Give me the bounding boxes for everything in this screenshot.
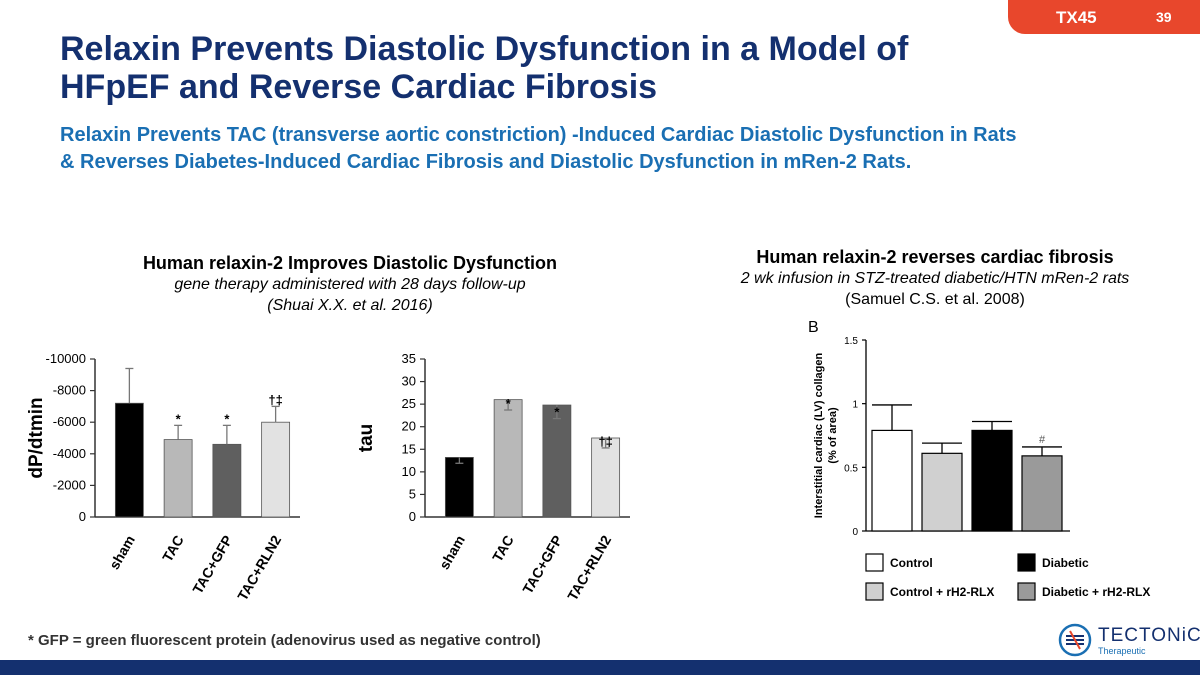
logo-mark-icon — [1058, 623, 1092, 657]
y-tick-label: 35 — [402, 351, 416, 366]
title-line-2: HFpEF and Reverse Cardiac Fibrosis — [60, 68, 658, 106]
bar-control-rh2-rlx — [921, 452, 963, 532]
badge-code: TX45 — [1056, 8, 1097, 27]
bottom-bar — [0, 660, 1200, 675]
y-tick-label: 0 — [852, 527, 858, 538]
legend-label: Control — [890, 556, 933, 570]
significance-marker: # — [1039, 434, 1046, 446]
y-axis-label-line-1: Interstitial cardiac (LV) collagen — [813, 352, 825, 518]
y-tick-label: 5 — [409, 486, 416, 501]
y-tick-label: 0 — [79, 509, 86, 524]
slide-title: Relaxin Prevents Diastolic Dysfunction i… — [60, 30, 960, 106]
bar-sham — [114, 402, 144, 518]
bar-TAC+RLN2 — [591, 437, 621, 518]
right-panel-reference: (Samuel C.S. et al. 2008) — [845, 291, 1025, 308]
right-panel-heading: Human relaxin-2 reverses cardiac fibrosi… — [690, 246, 1180, 310]
y-tick-label: -8000 — [53, 383, 86, 398]
bar-TAC+GFP — [542, 404, 572, 518]
company-logo: TECTONiC Therapeutic — [1058, 622, 1200, 658]
y-tick-label: -2000 — [53, 477, 86, 492]
left-panel-detail: gene therapy administered with 28 days f… — [174, 276, 526, 293]
bar-control — [871, 429, 913, 532]
x-tick-label: TAC+RLN2 — [564, 532, 614, 603]
y-tick-label: 10 — [402, 464, 416, 479]
panel-label: B — [808, 319, 819, 336]
significance-marker: * — [176, 411, 182, 426]
left-panel-heading: Human relaxin-2 Improves Diastolic Dysfu… — [100, 252, 600, 316]
y-axis-label: dP/dtmin — [26, 397, 47, 478]
subtitle-line-2: & Reverses Diabetes-Induced Cardiac Fibr… — [60, 151, 912, 173]
bar-diabetic-rh2-rlx — [1021, 455, 1063, 532]
significance-marker: * — [506, 396, 512, 411]
legend-swatch — [865, 582, 884, 601]
legend-label: Diabetic — [1042, 556, 1089, 570]
x-tick-label: TAC+GFP — [519, 533, 565, 597]
y-tick-label: 1 — [852, 400, 858, 411]
y-tick-label: 25 — [402, 396, 416, 411]
y-tick-label: 15 — [402, 441, 416, 456]
x-tick-label: TAC+RLN2 — [234, 532, 284, 603]
bar-sham — [444, 457, 474, 518]
left-panel-reference: (Shuai X.X. et al. 2016) — [267, 297, 433, 314]
bar-TAC+RLN2 — [261, 421, 291, 518]
logo-subtitle: Therapeutic — [1098, 646, 1146, 656]
x-tick-label: TAC+GFP — [189, 533, 235, 597]
section-badge: TX45 39 — [1008, 0, 1200, 34]
legend-label: Control + rH2-RLX — [890, 585, 994, 599]
significance-marker: †‡ — [598, 434, 612, 449]
y-tick-label: 1.5 — [844, 336, 858, 347]
x-tick-label: sham — [106, 533, 138, 573]
significance-marker: * — [224, 411, 230, 426]
right-panel-title: Human relaxin-2 reverses cardiac fibrosi… — [756, 247, 1114, 267]
chart-collagen: B 0 0.5 1 1.5 Interstitial cardiac (LV) colla… — [808, 319, 1150, 601]
x-tick-label: sham — [436, 533, 468, 573]
bar-TAC — [163, 439, 193, 518]
y-tick-label: 30 — [402, 374, 416, 389]
significance-marker: * — [554, 405, 560, 420]
slide-number: 39 — [1156, 9, 1172, 25]
chart-dp-dtmin: 0 -2000 -4000 -6000 -8000 -10000 dP/dtmin sham *… — [26, 351, 300, 603]
x-tick-label: TAC — [489, 533, 517, 565]
footnote: * GFP = green fluorescent protein (adeno… — [28, 632, 541, 649]
legend-label: Diabetic + rH2-RLX — [1042, 585, 1150, 599]
slide-subtitle: Relaxin Prevents TAC (transverse aortic … — [60, 122, 1180, 176]
x-tick-label: TAC — [159, 533, 187, 565]
y-tick-label: -4000 — [53, 446, 86, 461]
y-tick-label: 0.5 — [844, 463, 858, 474]
legend-swatch — [865, 553, 884, 572]
significance-marker: †‡ — [268, 392, 282, 407]
title-line-1: Relaxin Prevents Diastolic Dysfunction i… — [60, 30, 909, 68]
bar-TAC — [493, 399, 523, 518]
y-axis-label-line-2: (% of area) — [827, 407, 839, 464]
y-tick-label: -10000 — [46, 351, 86, 366]
right-panel-detail: 2 wk infusion in STZ-treated diabetic/HT… — [740, 270, 1130, 287]
logo-word: TECTONiC — [1098, 625, 1200, 646]
legend-swatch — [1017, 582, 1036, 601]
bar-TAC+GFP — [212, 443, 242, 518]
chart-tau: 0 5 10 15 20 25 30 35 tau sham * TAC * TAC+GFP †‡ TAC+R… — [356, 351, 630, 603]
subtitle-line-1: Relaxin Prevents TAC (transverse aortic … — [60, 124, 1017, 146]
y-tick-label: 20 — [402, 419, 416, 434]
y-tick-label: 0 — [409, 509, 416, 524]
bar-diabetic — [971, 429, 1013, 532]
y-axis-label: tau — [356, 424, 377, 453]
legend-swatch — [1017, 553, 1036, 572]
y-tick-label: -6000 — [53, 414, 86, 429]
left-panel-title: Human relaxin-2 Improves Diastolic Dysfu… — [142, 253, 558, 273]
